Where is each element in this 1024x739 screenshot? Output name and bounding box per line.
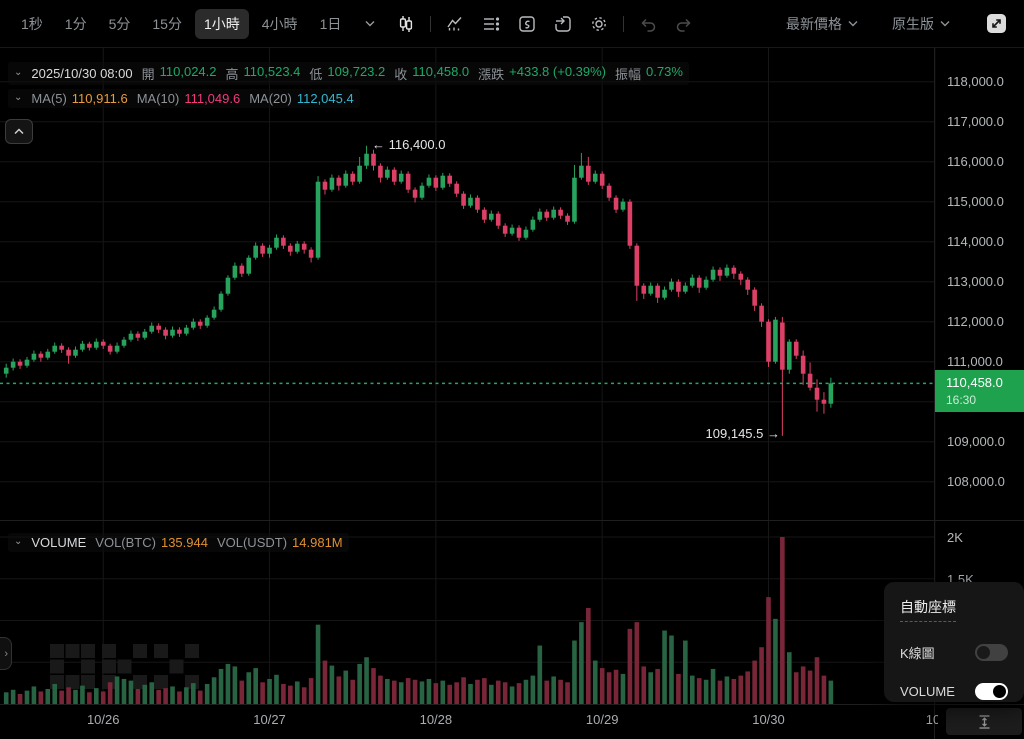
kline-toggle[interactable]: [975, 644, 1008, 661]
high-value: 110,523.4: [243, 64, 301, 79]
time-axis-label: 10/: [925, 712, 938, 727]
time-axis-label: 10/28: [419, 712, 453, 727]
draw-tools-icon[interactable]: [511, 9, 543, 39]
timeframe-15m[interactable]: 15分: [152, 15, 182, 32]
chevron-down-icon: [940, 21, 950, 27]
time-axis-label: 10/30: [752, 712, 785, 727]
ma5-value: 110,911.6: [71, 91, 128, 106]
price-axis-label: 114,000.0: [947, 233, 1004, 249]
indicator-chart-icon[interactable]: [439, 9, 471, 39]
price-axis-label: 109,000.0: [947, 433, 1005, 449]
chevron-down-icon: [848, 21, 858, 27]
time-axis-label: 10/29: [585, 712, 619, 727]
current-time: 16:30: [946, 392, 977, 407]
fullscreen-expand-icon[interactable]: [980, 9, 1012, 39]
collapse-panel-button[interactable]: [5, 119, 33, 144]
vol-btc-value: 135.944: [160, 535, 208, 550]
price-axis-label: 115,000.0: [947, 193, 1004, 209]
ma10-value: 111,049.6: [184, 91, 241, 106]
ma10-label: MA(10): [136, 91, 180, 106]
low-value: 109,723.2: [327, 64, 386, 79]
toolbar-divider: [430, 15, 432, 32]
timeframe-5m[interactable]: 5分: [108, 15, 131, 32]
row-height-icon: [979, 714, 989, 729]
version-label: 原生版: [892, 15, 934, 32]
price-axis-label: 116,000.0: [947, 153, 1004, 169]
low-price-annotation: 109,145.5 →: [705, 426, 780, 441]
volume-axis-label: 2K: [947, 530, 963, 545]
price-mode-dropdown[interactable]: 最新價格: [786, 14, 858, 34]
ma5-label: MA(5): [31, 91, 67, 106]
price-axis-label: 117,000.0: [947, 113, 1004, 129]
ma20-value: 112,045.4: [296, 91, 354, 106]
chart-toolbar: 1秒 1分 5分 15分 1小時 4小時 1日: [0, 0, 1024, 48]
timeframe-1m[interactable]: 1分: [64, 15, 87, 32]
candle-datetime: 2025/10/30 08:00: [31, 66, 133, 81]
collapse-chevron-icon[interactable]: ⌄: [14, 67, 23, 78]
change-value: +433.8 (+0.39%): [509, 64, 607, 79]
gear-icon[interactable]: [583, 9, 615, 39]
timeframe-1h-selected[interactable]: 1小時: [194, 8, 249, 39]
open-value: 110,024.2: [159, 64, 217, 79]
volume-legend: ⌄ VOLUME VOL(BTC) 135.944 VOL(USDT) 14.981…: [8, 533, 349, 552]
time-axis: 10/26 10/27 10/28 10/29 10/30 10/: [86, 712, 938, 727]
vol-usdt-label: VOL(USDT): [216, 535, 288, 550]
timeframe-1s[interactable]: 1秒: [21, 15, 43, 32]
volume-toggle-row: VOLUME: [900, 683, 1008, 700]
kline-label: K線圖: [900, 646, 935, 661]
toggle-knob: [977, 646, 990, 659]
timeframe-4h[interactable]: 4小時: [261, 15, 298, 32]
price-axis-label: 111,000.0: [947, 353, 1003, 369]
close-value: 110,458.0: [412, 64, 470, 79]
close-label: 收: [394, 67, 408, 82]
price-axis-label: 113,000.0: [947, 273, 1004, 289]
time-axis-label: 10/27: [253, 712, 286, 727]
volume-label: VOLUME: [900, 684, 955, 699]
timeframe-dropdown-chevron-icon[interactable]: [354, 9, 386, 39]
volume-toggle[interactable]: [975, 683, 1008, 700]
collapse-chevron-icon[interactable]: ⌄: [14, 536, 23, 547]
redo-icon: [668, 9, 700, 39]
indicator-list-icon[interactable]: [475, 9, 507, 39]
change-label: 漲跌: [478, 67, 505, 82]
current-price: 110,458.0: [946, 375, 1003, 390]
high-label: 高: [225, 67, 239, 82]
ohlc-legend: ⌄ 2025/10/30 08:00 開 110,024.2 高 110,523.4…: [8, 62, 689, 85]
chart-settings-popup: 自動座標 K線圖 VOLUME: [884, 582, 1024, 702]
high-price-annotation: ← 116,400.0: [372, 137, 446, 152]
kline-toggle-row: K線圖: [900, 643, 1008, 662]
toggle-knob: [993, 685, 1006, 698]
price-axis-label: 108,000.0: [947, 473, 1005, 489]
volume-title: VOLUME: [31, 535, 87, 550]
vol-btc-label: VOL(BTC): [95, 535, 156, 550]
timeframe-1d[interactable]: 1日: [319, 15, 342, 32]
version-dropdown[interactable]: 原生版: [892, 14, 950, 34]
price-axis-label: 118,000.0: [947, 73, 1004, 89]
vol-usdt-value: 14.981M: [292, 535, 343, 550]
amplitude-value: 0.73%: [646, 64, 683, 79]
current-price-badge[interactable]: 110,458.0 16:30: [935, 370, 1024, 412]
open-label: 開: [141, 67, 155, 82]
price-mode-label: 最新價格: [786, 15, 842, 32]
ma-legend: ⌄ MA(5) 110,911.6 MA(10) 111,049.6 MA(20) 1…: [8, 89, 360, 108]
chevron-up-icon: [14, 128, 24, 135]
ma20-label: MA(20): [249, 91, 292, 106]
axis-scale-button[interactable]: [946, 708, 1022, 735]
auto-scale-option[interactable]: 自動座標: [900, 597, 956, 622]
collapse-chevron-icon[interactable]: ⌄: [14, 92, 23, 103]
price-axis-label: 112,000.0: [947, 313, 1004, 329]
low-label: 低: [309, 67, 323, 82]
candlestick-style-icon[interactable]: [390, 9, 422, 39]
undo-icon: [632, 9, 664, 39]
time-axis-label: 10/26: [86, 712, 120, 727]
side-panel-handle[interactable]: ›: [0, 637, 12, 670]
toolbar-divider: [623, 15, 625, 32]
amplitude-label: 振幅: [615, 67, 642, 82]
export-layout-icon[interactable]: [547, 9, 579, 39]
